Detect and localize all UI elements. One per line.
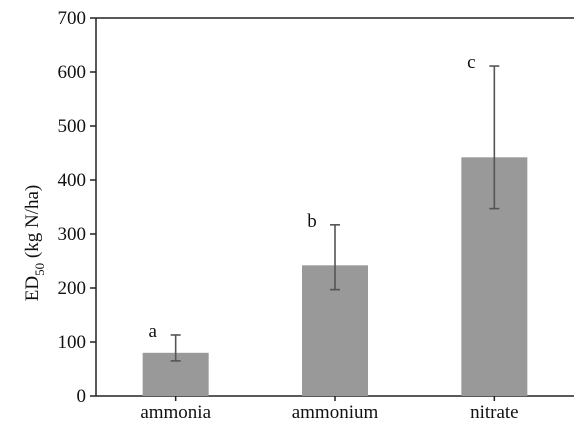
y-axis-title-main: ED: [22, 276, 43, 301]
y-tick-label: 200: [58, 278, 87, 299]
x-tick-label-nitrate: nitrate: [470, 402, 519, 423]
significance-label-ammonium: b: [307, 211, 317, 232]
y-tick-label: 300: [58, 224, 87, 245]
y-axis-title-rest: (kg N/ha): [22, 185, 43, 263]
y-tick-label: 400: [58, 170, 87, 191]
significance-label-nitrate: c: [467, 52, 475, 73]
y-tick-label: 500: [58, 116, 87, 137]
y-axis-title-text: ED50 (kg N/ha): [22, 185, 47, 301]
plot-area: 0 100 200 300 400 500 600 700 a ammonia b ammonium c…: [58, 8, 574, 423]
y-tick-label: 100: [58, 332, 87, 353]
y-axis-title-subscript: 50: [32, 263, 47, 276]
y-axis-title: ED50 (kg N/ha): [22, 185, 47, 301]
significance-label-ammonia: a: [148, 321, 157, 342]
x-tick-label-ammonia: ammonia: [140, 402, 211, 423]
x-tick-label-ammonium: ammonium: [292, 402, 379, 423]
y-tick-label: 600: [58, 62, 87, 83]
y-tick-label: 700: [58, 8, 87, 29]
y-tick-label: 0: [77, 386, 87, 407]
